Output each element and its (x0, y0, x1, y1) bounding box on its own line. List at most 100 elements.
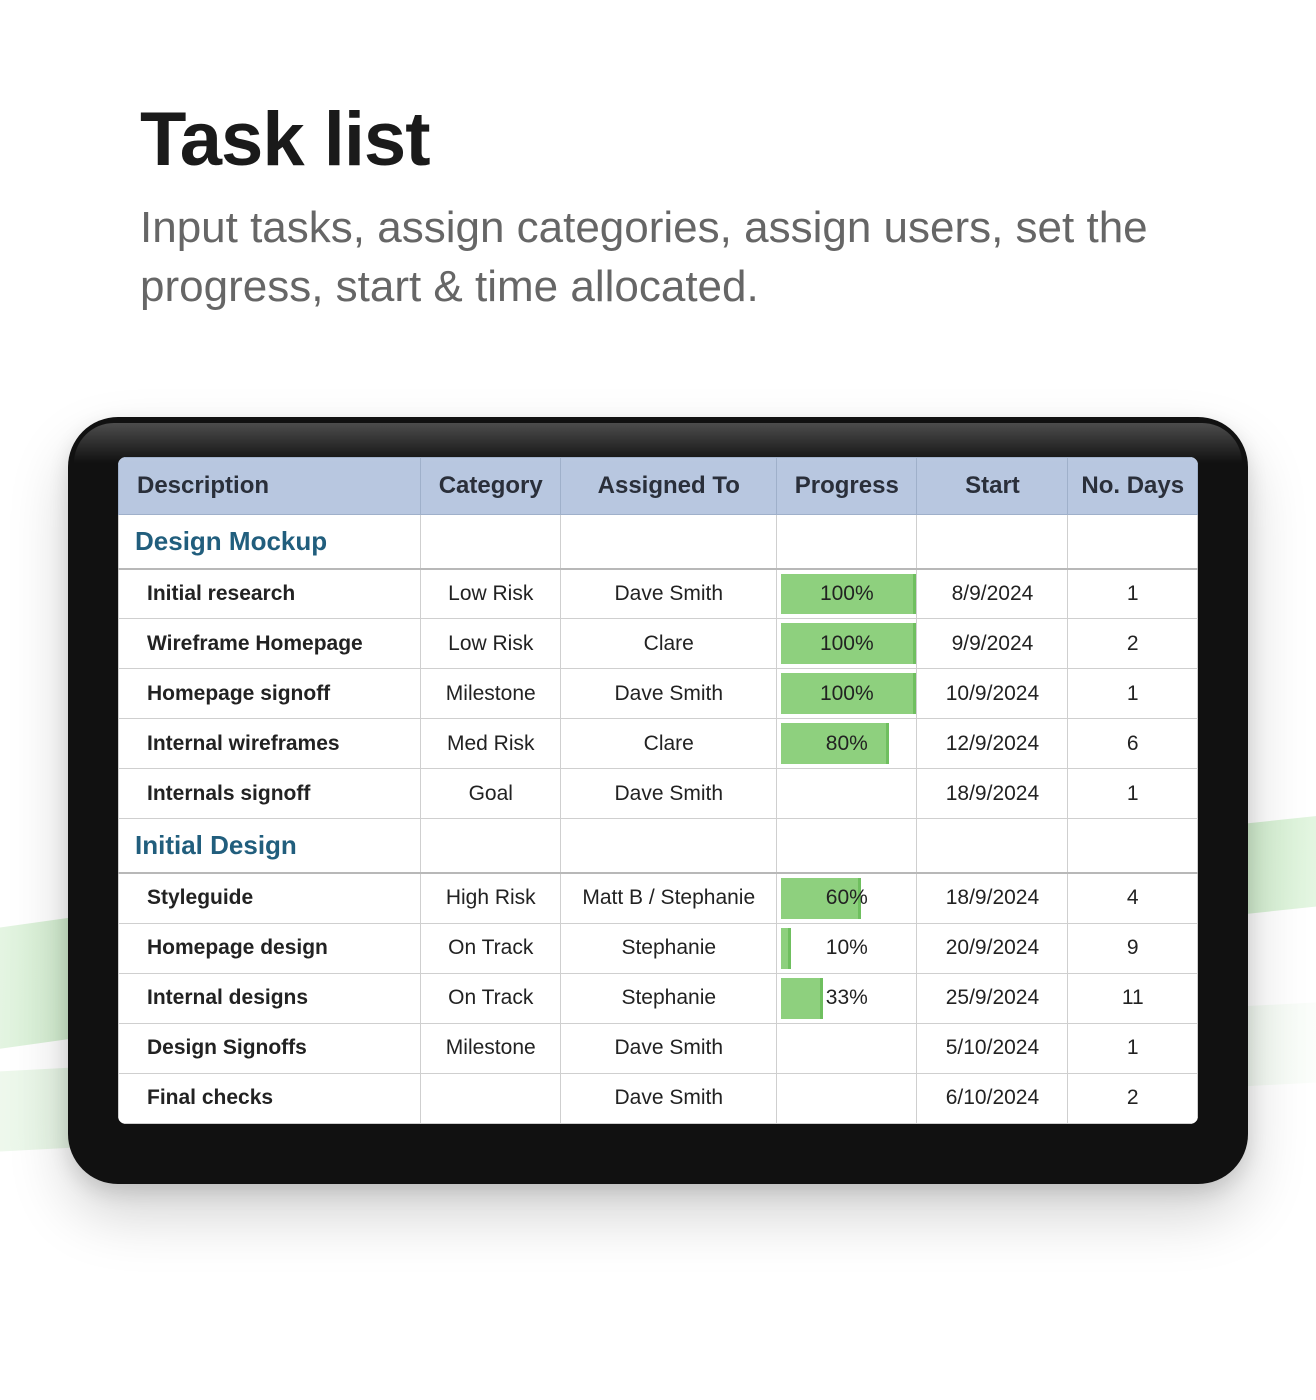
cell-assigned-to[interactable]: Clare (561, 619, 777, 669)
cell-start[interactable]: 6/10/2024 (917, 1073, 1068, 1123)
cell-description[interactable]: Homepage signoff (119, 669, 421, 719)
tablet-shell: Description Category Assigned To Progres… (68, 417, 1248, 1184)
progress-value (777, 1074, 916, 1123)
cell-description[interactable]: Styleguide (119, 873, 421, 923)
table-header-row: Description Category Assigned To Progres… (119, 457, 1198, 514)
section-empty-cell (561, 514, 777, 569)
cell-description[interactable]: Internal wireframes (119, 719, 421, 769)
cell-days[interactable]: 6 (1068, 719, 1198, 769)
table-row[interactable]: Homepage signoffMilestoneDave Smith100%1… (119, 669, 1198, 719)
cell-description[interactable]: Wireframe Homepage (119, 619, 421, 669)
cell-days[interactable]: 1 (1068, 769, 1198, 819)
page-header: Task list Input tasks, assign categories… (0, 0, 1316, 357)
section-empty-cell (421, 819, 561, 874)
cell-start[interactable]: 10/9/2024 (917, 669, 1068, 719)
cell-assigned-to[interactable]: Clare (561, 719, 777, 769)
cell-category[interactable]: Goal (421, 769, 561, 819)
cell-description[interactable]: Internal designs (119, 973, 421, 1023)
cell-progress[interactable]: 100% (777, 569, 917, 619)
section-title: Initial Design (119, 819, 421, 874)
section-title: Design Mockup (119, 514, 421, 569)
col-header-no-days[interactable]: No. Days (1068, 457, 1198, 514)
cell-category[interactable]: High Risk (421, 873, 561, 923)
col-header-progress[interactable]: Progress (777, 457, 917, 514)
table-row[interactable]: Internal wireframesMed RiskClare80%12/9/… (119, 719, 1198, 769)
progress-value: 100% (777, 669, 916, 718)
cell-description[interactable]: Homepage design (119, 923, 421, 973)
table-row[interactable]: Wireframe HomepageLow RiskClare100%9/9/2… (119, 619, 1198, 669)
cell-days[interactable]: 9 (1068, 923, 1198, 973)
section-empty-cell (777, 514, 917, 569)
cell-progress[interactable]: 100% (777, 669, 917, 719)
cell-category[interactable]: Milestone (421, 1023, 561, 1073)
progress-value (777, 769, 916, 818)
cell-days[interactable]: 11 (1068, 973, 1198, 1023)
col-header-assigned-to[interactable]: Assigned To (561, 457, 777, 514)
cell-category[interactable]: On Track (421, 923, 561, 973)
col-header-description[interactable]: Description (119, 457, 421, 514)
section-empty-cell (421, 514, 561, 569)
cell-progress[interactable]: 10% (777, 923, 917, 973)
cell-start[interactable]: 20/9/2024 (917, 923, 1068, 973)
cell-category[interactable]: Low Risk (421, 569, 561, 619)
table-row[interactable]: Design SignoffsMilestoneDave Smith 5/10/2… (119, 1023, 1198, 1073)
table-row[interactable]: StyleguideHigh RiskMatt B / Stephanie60%… (119, 873, 1198, 923)
progress-value: 33% (777, 974, 916, 1023)
cell-days[interactable]: 2 (1068, 619, 1198, 669)
cell-days[interactable]: 1 (1068, 569, 1198, 619)
cell-category[interactable]: Low Risk (421, 619, 561, 669)
cell-days[interactable]: 2 (1068, 1073, 1198, 1123)
cell-assigned-to[interactable]: Matt B / Stephanie (561, 873, 777, 923)
cell-description[interactable]: Internals signoff (119, 769, 421, 819)
cell-start[interactable]: 8/9/2024 (917, 569, 1068, 619)
cell-assigned-to[interactable]: Dave Smith (561, 1073, 777, 1123)
section-header-row: Design Mockup (119, 514, 1198, 569)
cell-start[interactable]: 5/10/2024 (917, 1023, 1068, 1073)
table-row[interactable]: Internal designsOn TrackStephanie33%25/9… (119, 973, 1198, 1023)
cell-assigned-to[interactable]: Stephanie (561, 973, 777, 1023)
cell-assigned-to[interactable]: Dave Smith (561, 769, 777, 819)
section-empty-cell (777, 819, 917, 874)
cell-days[interactable]: 1 (1068, 669, 1198, 719)
cell-progress[interactable]: 60% (777, 873, 917, 923)
cell-start[interactable]: 18/9/2024 (917, 769, 1068, 819)
col-header-start[interactable]: Start (917, 457, 1068, 514)
cell-category[interactable]: Med Risk (421, 719, 561, 769)
progress-value: 10% (777, 924, 916, 973)
table-row[interactable]: Initial researchLow RiskDave Smith100%8/… (119, 569, 1198, 619)
cell-category[interactable]: Milestone (421, 669, 561, 719)
col-header-category[interactable]: Category (421, 457, 561, 514)
cell-start[interactable]: 12/9/2024 (917, 719, 1068, 769)
progress-value: 80% (777, 719, 916, 768)
page-title: Task list (140, 100, 1206, 180)
cell-progress[interactable] (777, 1023, 917, 1073)
cell-days[interactable]: 1 (1068, 1023, 1198, 1073)
cell-assigned-to[interactable]: Dave Smith (561, 669, 777, 719)
cell-start[interactable]: 25/9/2024 (917, 973, 1068, 1023)
cell-days[interactable]: 4 (1068, 873, 1198, 923)
cell-progress[interactable]: 33% (777, 973, 917, 1023)
section-empty-cell (917, 819, 1068, 874)
cell-progress[interactable] (777, 1073, 917, 1123)
cell-assigned-to[interactable]: Dave Smith (561, 1023, 777, 1073)
progress-value: 100% (777, 570, 916, 619)
cell-description[interactable]: Final checks (119, 1073, 421, 1123)
cell-progress[interactable] (777, 769, 917, 819)
cell-description[interactable]: Design Signoffs (119, 1023, 421, 1073)
page-subtitle: Input tasks, assign categories, assign u… (140, 198, 1206, 317)
cell-progress[interactable]: 100% (777, 619, 917, 669)
cell-description[interactable]: Initial research (119, 569, 421, 619)
cell-assigned-to[interactable]: Stephanie (561, 923, 777, 973)
table-row[interactable]: Internals signoffGoalDave Smith 18/9/2024… (119, 769, 1198, 819)
cell-start[interactable]: 9/9/2024 (917, 619, 1068, 669)
cell-start[interactable]: 18/9/2024 (917, 873, 1068, 923)
cell-category[interactable] (421, 1073, 561, 1123)
cell-progress[interactable]: 80% (777, 719, 917, 769)
table-row[interactable]: Final checks Dave Smith 6/10/20242 (119, 1073, 1198, 1123)
table-row[interactable]: Homepage designOn TrackStephanie10%20/9/… (119, 923, 1198, 973)
task-table: Description Category Assigned To Progres… (118, 457, 1198, 1124)
tablet-screen: Description Category Assigned To Progres… (118, 457, 1198, 1124)
table-body: Design MockupInitial researchLow RiskDav… (119, 514, 1198, 1123)
cell-category[interactable]: On Track (421, 973, 561, 1023)
cell-assigned-to[interactable]: Dave Smith (561, 569, 777, 619)
